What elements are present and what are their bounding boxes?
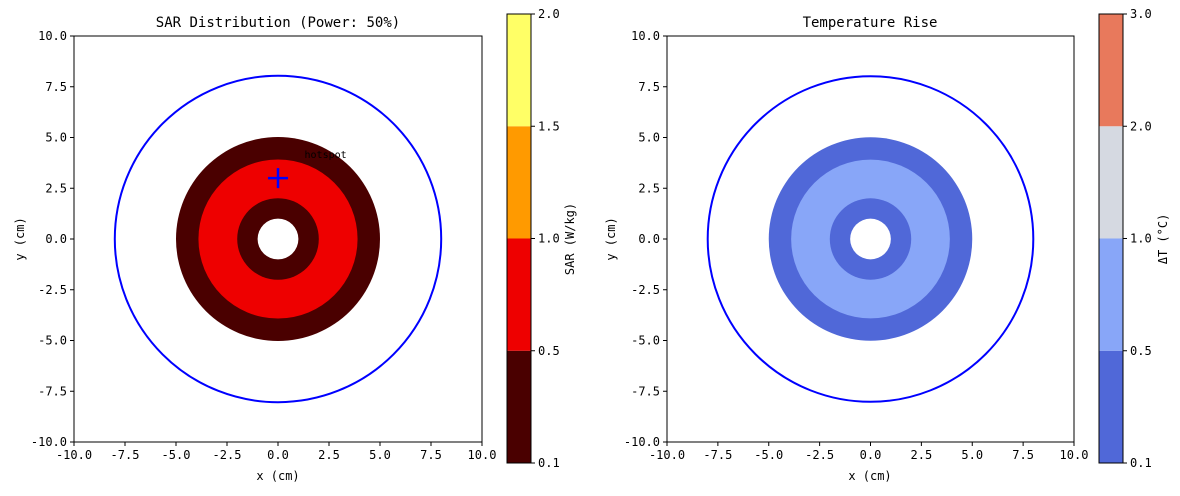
temperature-colorbar-segment (1099, 14, 1123, 127)
temperature-ytick-label: -5.0 (631, 334, 660, 348)
sar-colorbar-tick-label: 1.0 (538, 232, 560, 246)
sar-xtick-label: -5.0 (162, 448, 191, 462)
temperature-ytick-label: 7.5 (638, 80, 660, 94)
sar-ring-3 (257, 218, 299, 260)
sar-xtick-label: 2.5 (318, 448, 340, 462)
sar-boundary-circle (113, 74, 443, 404)
temperature-xtick-label: 2.5 (911, 448, 933, 462)
temperature-ytick-label: 10.0 (631, 29, 660, 43)
temperature-xtick-label: -2.5 (805, 448, 834, 462)
sar-hotspot-marker (268, 168, 288, 189)
sar-ytick-label: 10.0 (38, 29, 67, 43)
sar-ytick-label: 7.5 (45, 80, 67, 94)
temperature-colorbar-segment (1099, 126, 1123, 239)
temperature-ytick-label: -7.5 (631, 384, 660, 398)
sar-colorbar-segment (507, 14, 531, 127)
temperature-xtick-label: -10.0 (649, 448, 685, 462)
temperature-colorbar-segment (1099, 238, 1123, 351)
temperature-xlabel: x (cm) (848, 469, 891, 483)
temperature-ytick-label: 2.5 (638, 181, 660, 195)
temperature-boundary-circle (706, 75, 1035, 403)
sar-xlabel: x (cm) (256, 469, 299, 483)
temperature-xtick-label: 0.0 (860, 448, 882, 462)
temperature-colorbar-tick-label: 0.5 (1130, 344, 1152, 358)
temperature-colorbar-segment (1099, 350, 1123, 463)
temperature-ytick-label: 5.0 (638, 131, 660, 145)
temperature-xtick-label: 5.0 (961, 448, 983, 462)
temperature-xtick-label: -7.5 (703, 448, 732, 462)
temperature-colorbar-label: ΔT (°C) (1156, 214, 1170, 265)
temperature-colorbar-tick-label: 2.0 (1130, 119, 1152, 133)
temperature-colorbar-tick-label: 3.0 (1130, 7, 1152, 21)
sar-colorbar-segment (507, 238, 531, 351)
sar-xtick-label: 5.0 (369, 448, 391, 462)
sar-xtick-label: -10.0 (56, 448, 92, 462)
sar-colorbar-segment (507, 350, 531, 463)
sar-colorbar-tick-label: 1.5 (538, 119, 560, 133)
sar-colorbar-tick-label: 0.5 (538, 344, 560, 358)
temperature-colorbar-tick-label: 0.1 (1130, 456, 1152, 470)
sar-ytick-label: -10.0 (31, 435, 67, 449)
temperature-xtick-label: 7.5 (1012, 448, 1034, 462)
sar-xtick-label: 10.0 (468, 448, 497, 462)
sar-ylabel: y (cm) (13, 217, 27, 260)
temperature-ytick-label: -10.0 (624, 435, 660, 449)
sar-xtick-label: 0.0 (267, 448, 289, 462)
sar-colorbar-tick-label: 2.0 (538, 7, 560, 21)
sar-colorbar-segment (507, 126, 531, 239)
sar-colorbar-tick-label: 0.1 (538, 456, 560, 470)
sar-ytick-label: 0.0 (45, 232, 67, 246)
temperature-panel: Temperature Rise -10.0 -7.5 -5.0 -2.5 0.0 2.5… (604, 7, 1170, 483)
sar-xtick-label: -2.5 (213, 448, 242, 462)
sar-xtick-label: -7.5 (111, 448, 140, 462)
sar-ytick-label: 2.5 (45, 181, 67, 195)
sar-ytick-label: -7.5 (38, 384, 67, 398)
sar-colorbar-label: SAR (W/kg) (563, 203, 577, 275)
temperature-ytick-label: -2.5 (631, 283, 660, 297)
sar-xtick-label: 7.5 (420, 448, 442, 462)
temperature-ytick-label: 0.0 (638, 232, 660, 246)
sar-ytick-label: -2.5 (38, 283, 67, 297)
sar-ytick-label: -5.0 (38, 334, 67, 348)
sar-annotation: hotspot (305, 150, 347, 161)
sar-ytick-label: 5.0 (45, 131, 67, 145)
temperature-xtick-label: -5.0 (754, 448, 783, 462)
temperature-ylabel: y (cm) (604, 217, 618, 260)
sar-panel: SAR Distribution (Power: 50%) hotspot -1… (13, 7, 577, 483)
temperature-ring-3 (850, 218, 891, 260)
sar-title: SAR Distribution (Power: 50%) (156, 15, 400, 31)
temperature-xtick-label: 10.0 (1060, 448, 1089, 462)
temperature-title: Temperature Rise (803, 15, 938, 31)
temperature-colorbar-tick-label: 1.0 (1130, 232, 1152, 246)
